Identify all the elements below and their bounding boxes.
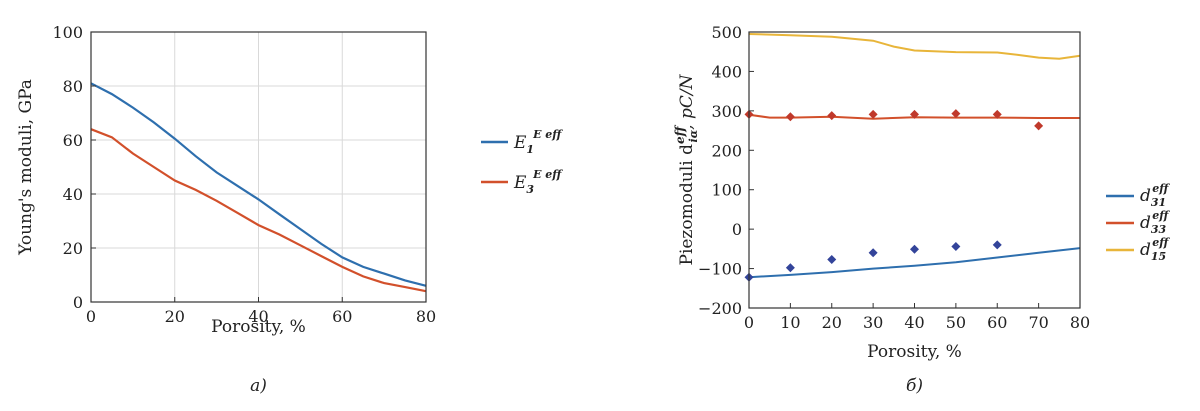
x-tick-label: 20 [822,313,842,332]
y-tick-label: 80 [63,77,83,96]
legend-main: d [1140,213,1151,233]
y-axis-label-sub: iα [687,129,700,142]
x-tick-label: 20 [165,307,185,326]
series-line-d15 [748,33,1081,60]
y-tick-label: 500 [711,23,742,42]
legend-label-d31: d31eff [1140,182,1170,209]
data-point-d33 [992,109,1002,119]
legend-main: d [1140,240,1151,260]
data-point-d31 [951,241,961,251]
series-line-E3 [90,128,427,293]
y-tick-label: 200 [711,141,742,160]
x-tick-label: 0 [744,313,754,332]
x-tick-label: 0 [86,307,96,326]
x-tick-label: 50 [946,313,966,332]
chart-b: 0 10 20 30 40 50 60 70 80 −200 −100 0 100 200 300 400 50… [673,23,1170,396]
y-axis-label-main: Piezomoduli d [677,144,697,266]
legend-sup: eff [1152,182,1170,195]
y-tick-label: 40 [63,185,83,204]
legend-sup: E eff [532,168,563,181]
y-tick-label: 400 [711,62,742,81]
legend-sub: 31 [1151,196,1166,209]
x-tick-label: 10 [780,313,800,332]
x-tick-label: 70 [1028,313,1048,332]
legend-label-d33: d33eff [1140,209,1170,236]
x-tick-label: 60 [332,307,352,326]
x-tick-label: 60 [987,313,1007,332]
legend-sup: E eff [532,128,563,141]
x-tick-label: 40 [904,313,924,332]
x-tick-label: 40 [248,307,268,326]
x-axis-label: Porosity, % [867,342,962,362]
y-tick-label: 60 [63,131,83,150]
y-tick-label: −100 [698,260,742,279]
legend-main: E [513,173,527,193]
legend-sup: eff [1152,209,1170,222]
x-tick-label: 80 [1070,313,1090,332]
legend-label-d15: d15eff [1140,236,1170,263]
y-tick-label: 100 [711,181,742,200]
y-tick-label: 0 [73,293,83,312]
y-tick-label: 100 [52,23,83,42]
legend-label-E3: E3 E eff [513,168,563,196]
y-axis-label-unit: , pC/N [677,73,697,129]
data-point-d31 [827,255,837,265]
y-tick-label: 20 [63,239,83,258]
legend-main: E [513,133,527,153]
y-axis-label: Young's moduli, GPa [16,79,36,256]
legend-sub: 1 [526,143,534,156]
data-point-d33 [951,109,961,119]
data-point-d33 [868,109,878,119]
chart-a: 0 20 40 60 80 0 20 40 60 80 100 Porosity, % Young's … [16,23,563,396]
y-axis-label: Piezomoduli deffiα, pC/N [673,73,700,265]
data-point-d33 [785,112,795,122]
data-point-d31 [868,248,878,258]
data-point-d31 [910,244,919,254]
x-tick-label: 80 [416,307,436,326]
data-point-d33 [827,111,837,121]
y-tick-label: 300 [711,102,742,121]
data-point-d33 [910,109,919,119]
x-axis-label: Porosity, % [211,317,306,337]
series-line-d31 [748,247,1081,279]
caption-b: б) [906,376,923,396]
legend-sub: 33 [1151,223,1167,236]
data-point-d31 [785,263,795,273]
legend-sup: eff [1152,236,1170,249]
series-line-E1 [90,82,427,287]
legend-main: d [1140,186,1151,206]
legend-label-E1: E1 E eff [513,128,563,156]
y-axis-label-sup: eff [673,124,687,144]
y-tick-label: 0 [732,220,742,239]
data-point-d33 [1034,121,1044,131]
caption-a: a) [250,376,267,396]
legend-sub: 15 [1151,250,1166,263]
x-tick-label: 30 [863,313,883,332]
series-line-d33 [748,113,1080,120]
y-tick-label: −200 [698,299,742,318]
data-point-d31 [992,240,1002,250]
legend-sub: 3 [526,183,534,196]
